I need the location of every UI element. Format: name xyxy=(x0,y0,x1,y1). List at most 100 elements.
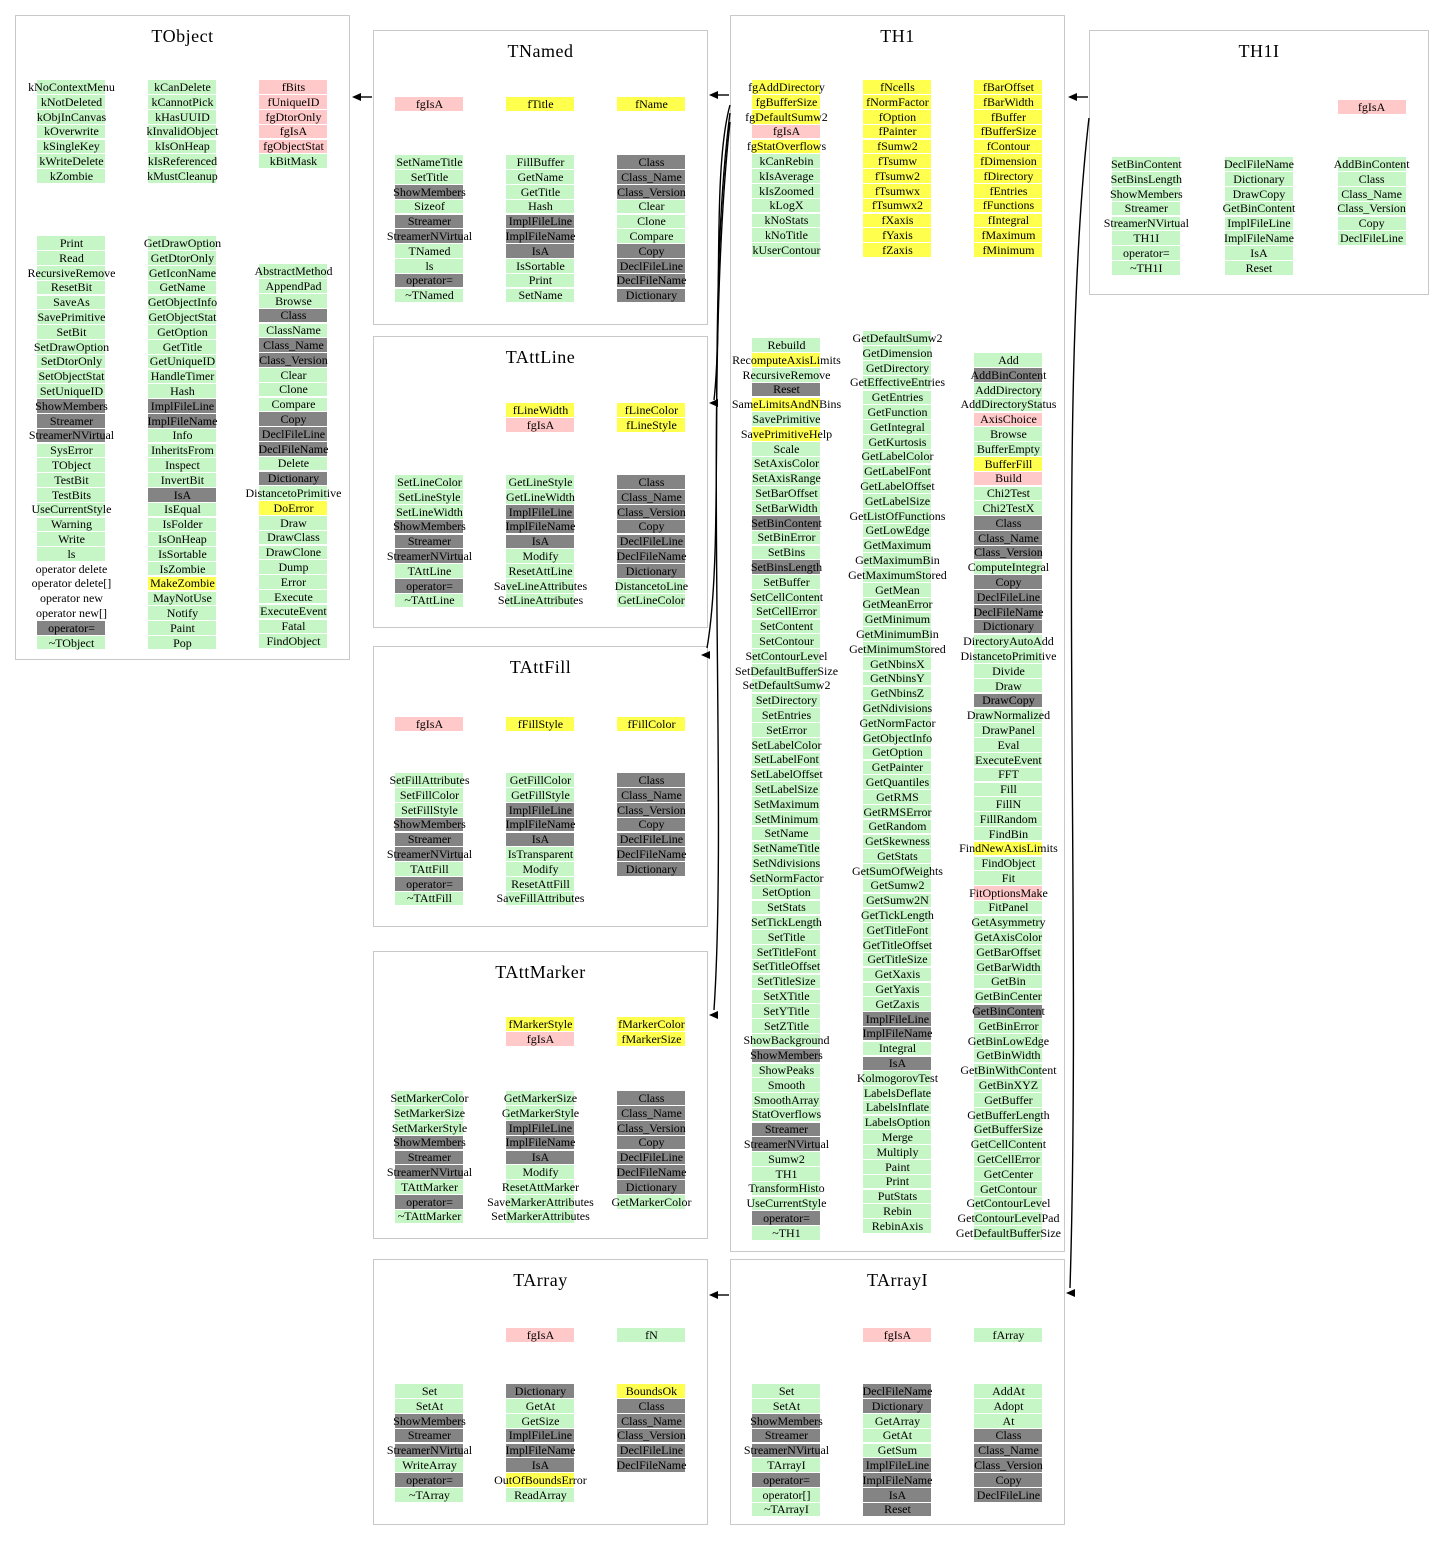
tobject-method-setuniqueid[interactable]: SetUniqueID xyxy=(37,384,106,399)
th1-field-ftsumwx2[interactable]: fTsumwx2 xyxy=(863,198,932,213)
th1-field-fgisa[interactable]: fgIsA xyxy=(752,124,821,139)
tattfill-method-class-version[interactable]: Class_Version xyxy=(617,803,686,818)
tattline-method-class-version[interactable]: Class_Version xyxy=(617,505,686,520)
th1-method-getstats[interactable]: GetStats xyxy=(863,849,932,864)
tobject-field-kbitmask[interactable]: kBitMask xyxy=(259,154,328,169)
tattmarker-method-getmarkersize[interactable]: GetMarkerSize xyxy=(504,1091,577,1106)
th1i-method-showmembers[interactable]: ShowMembers xyxy=(1110,187,1183,202)
tattline-method-operator[interactable]: operator= xyxy=(395,579,464,594)
tattmarker-method-operator[interactable]: operator= xyxy=(395,1195,464,1210)
tarrayi-method-getarray[interactable]: GetArray xyxy=(863,1414,932,1429)
tobject-method-error[interactable]: Error xyxy=(259,575,328,590)
th1-method-fillrandom[interactable]: FillRandom xyxy=(974,812,1043,827)
tobject-method-compare[interactable]: Compare xyxy=(259,397,328,412)
th1-method-getmean[interactable]: GetMean xyxy=(863,583,932,598)
tattline-method-setlinecolor[interactable]: SetLineColor xyxy=(395,475,464,490)
tobject-method-abstractmethod[interactable]: AbstractMethod xyxy=(254,264,332,279)
tnamed-method-implfileline[interactable]: ImplFileLine xyxy=(506,214,575,229)
th1-method-setxtitle[interactable]: SetXTitle xyxy=(752,989,821,1004)
tarrayi-method-addat[interactable]: AddAt xyxy=(974,1384,1043,1399)
tnamed-method-isa[interactable]: IsA xyxy=(506,244,575,259)
th1-field-knotitle[interactable]: kNoTitle xyxy=(752,228,821,243)
tobject-method-setdtoronly[interactable]: SetDtorOnly xyxy=(37,354,106,369)
tattline-method-modify[interactable]: Modify xyxy=(506,549,575,564)
tattmarker-method-implfilename[interactable]: ImplFileName xyxy=(505,1135,575,1150)
th1-method-axischoice[interactable]: AxisChoice xyxy=(974,412,1043,427)
th1-method-getkurtosis[interactable]: GetKurtosis xyxy=(863,435,932,450)
tobject-method-classname[interactable]: ClassName xyxy=(259,323,328,338)
tobject-field-fgisa[interactable]: fgIsA xyxy=(259,124,328,139)
th1-field-klogx[interactable]: kLogX xyxy=(752,198,821,213)
tobject-method-paint[interactable]: Paint xyxy=(148,621,217,636)
th1-field-ftsumw2[interactable]: fTsumw2 xyxy=(863,169,932,184)
th1i-method-setbinslength[interactable]: SetBinsLength xyxy=(1111,172,1182,187)
tarray-method-boundsok[interactable]: BoundsOk xyxy=(617,1384,686,1399)
th1-method-getbincontent[interactable]: GetBinContent xyxy=(972,1004,1045,1019)
tarrayi-method-class-name[interactable]: Class_Name xyxy=(974,1443,1043,1458)
tattline-method-implfileline[interactable]: ImplFileLine xyxy=(506,505,575,520)
tattfill-method-getfillstyle[interactable]: GetFillStyle xyxy=(506,788,575,803)
th1-field-fdirectory[interactable]: fDirectory xyxy=(974,169,1043,184)
tobject-field-kmustcleanup[interactable]: kMustCleanup xyxy=(147,169,218,184)
tobject-method-info[interactable]: Info xyxy=(148,428,217,443)
th1-method-transformhisto[interactable]: TransformHisto xyxy=(748,1181,824,1196)
th1-method-setlabeloffset[interactable]: SetLabelOffset xyxy=(750,767,822,782)
th1-method-getlowedge[interactable]: GetLowEdge xyxy=(863,523,932,538)
tattline-field-flinecolor[interactable]: fLineColor xyxy=(617,403,686,418)
tarrayi-method-setat[interactable]: SetAt xyxy=(752,1399,821,1414)
tarrayi-method-streamer[interactable]: Streamer xyxy=(752,1428,821,1443)
tarray-method-declfilename[interactable]: DeclFileName xyxy=(616,1458,686,1473)
tobject-method-showmembers[interactable]: ShowMembers xyxy=(35,399,108,414)
th1i-method-declfilename[interactable]: DeclFileName xyxy=(1224,157,1294,172)
tattmarker-method-showmembers[interactable]: ShowMembers xyxy=(393,1135,466,1150)
tnamed-method-setname[interactable]: SetName xyxy=(506,288,575,303)
tobject-method-operator-delete[interactable]: operator delete[] xyxy=(32,576,112,591)
th1-field-ffunctions[interactable]: fFunctions xyxy=(974,198,1043,213)
th1-method-getskewness[interactable]: GetSkewness xyxy=(863,834,932,849)
th1-method-setaxiscolor[interactable]: SetAxisColor xyxy=(752,456,821,471)
tnamed-method-setnametitle[interactable]: SetNameTitle xyxy=(395,155,464,170)
tobject-field-kwritedelete[interactable]: kWriteDelete xyxy=(37,154,106,169)
th1i-method-dictionary[interactable]: Dictionary xyxy=(1224,172,1293,187)
tobject-field-khasuuid[interactable]: kHasUUID xyxy=(148,110,217,125)
th1i-method-streamer[interactable]: Streamer xyxy=(1112,201,1181,216)
th1-method-bufferempty[interactable]: BufferEmpty xyxy=(974,442,1043,457)
th1-method-getcontourlevelpad[interactable]: GetContourLevelPad xyxy=(957,1211,1059,1226)
tobject-method-delete[interactable]: Delete xyxy=(259,456,328,471)
th1-method-saveprimitive[interactable]: SavePrimitive xyxy=(752,412,821,427)
th1-field-fdimension[interactable]: fDimension xyxy=(974,154,1043,169)
th1i-method-copy[interactable]: Copy xyxy=(1337,216,1406,231)
class-title-th1i[interactable]: TH1I xyxy=(1238,41,1280,61)
tattfill-method-showmembers[interactable]: ShowMembers xyxy=(393,817,466,832)
th1-method-setbins[interactable]: SetBins xyxy=(752,545,821,560)
tnamed-method-class[interactable]: Class xyxy=(617,155,686,170)
th1-method-getbarwidth[interactable]: GetBarWidth xyxy=(974,960,1043,975)
tarrayi-method-declfilename[interactable]: DeclFileName xyxy=(862,1384,932,1399)
tobject-method-ls[interactable]: ls xyxy=(37,547,106,562)
tobject-method-testbits[interactable]: TestBits xyxy=(37,488,106,503)
tattline-method-setlineattributes[interactable]: SetLineAttributes xyxy=(498,593,583,608)
tobject-field-kobjincanvas[interactable]: kObjInCanvas xyxy=(37,110,106,125)
tattline-method-getlinewidth[interactable]: GetLineWidth xyxy=(506,490,575,505)
th1i-field-fgisa[interactable]: fgIsA xyxy=(1337,100,1406,115)
tnamed-method-class-version[interactable]: Class_Version xyxy=(617,185,686,200)
tarray-method-set[interactable]: Set xyxy=(395,1384,464,1399)
tobject-method-saveprimitive[interactable]: SavePrimitive xyxy=(37,310,106,325)
tattmarker-method-setmarkercolor[interactable]: SetMarkerColor xyxy=(391,1091,469,1106)
th1-field-fpainter[interactable]: fPainter xyxy=(863,124,932,139)
tattmarker-field-fmarkersize[interactable]: fMarkerSize xyxy=(617,1032,686,1047)
tnamed-method-hash[interactable]: Hash xyxy=(506,199,575,214)
th1i-method-addbincontent[interactable]: AddBinContent xyxy=(1334,157,1410,172)
tattmarker-method-streamernvirtual[interactable]: StreamerNVirtual xyxy=(387,1165,472,1180)
th1-method-setcellcontent[interactable]: SetCellContent xyxy=(750,590,823,605)
tattline-method-class[interactable]: Class xyxy=(617,475,686,490)
th1-method-rebin[interactable]: Rebin xyxy=(863,1204,932,1219)
th1-method-implfileline[interactable]: ImplFileLine xyxy=(863,1012,932,1027)
tnamed-method-clear[interactable]: Clear xyxy=(617,199,686,214)
th1-method-computeintegral[interactable]: ComputeIntegral xyxy=(968,560,1049,575)
th1i-method-class[interactable]: Class xyxy=(1337,172,1406,187)
th1-method-getintegral[interactable]: GetIntegral xyxy=(863,420,932,435)
tnamed-method-declfilename[interactable]: DeclFileName xyxy=(616,273,686,288)
th1-method-gettitlesize[interactable]: GetTitleSize xyxy=(863,952,932,967)
class-title-tattline[interactable]: TAttLine xyxy=(505,347,576,367)
